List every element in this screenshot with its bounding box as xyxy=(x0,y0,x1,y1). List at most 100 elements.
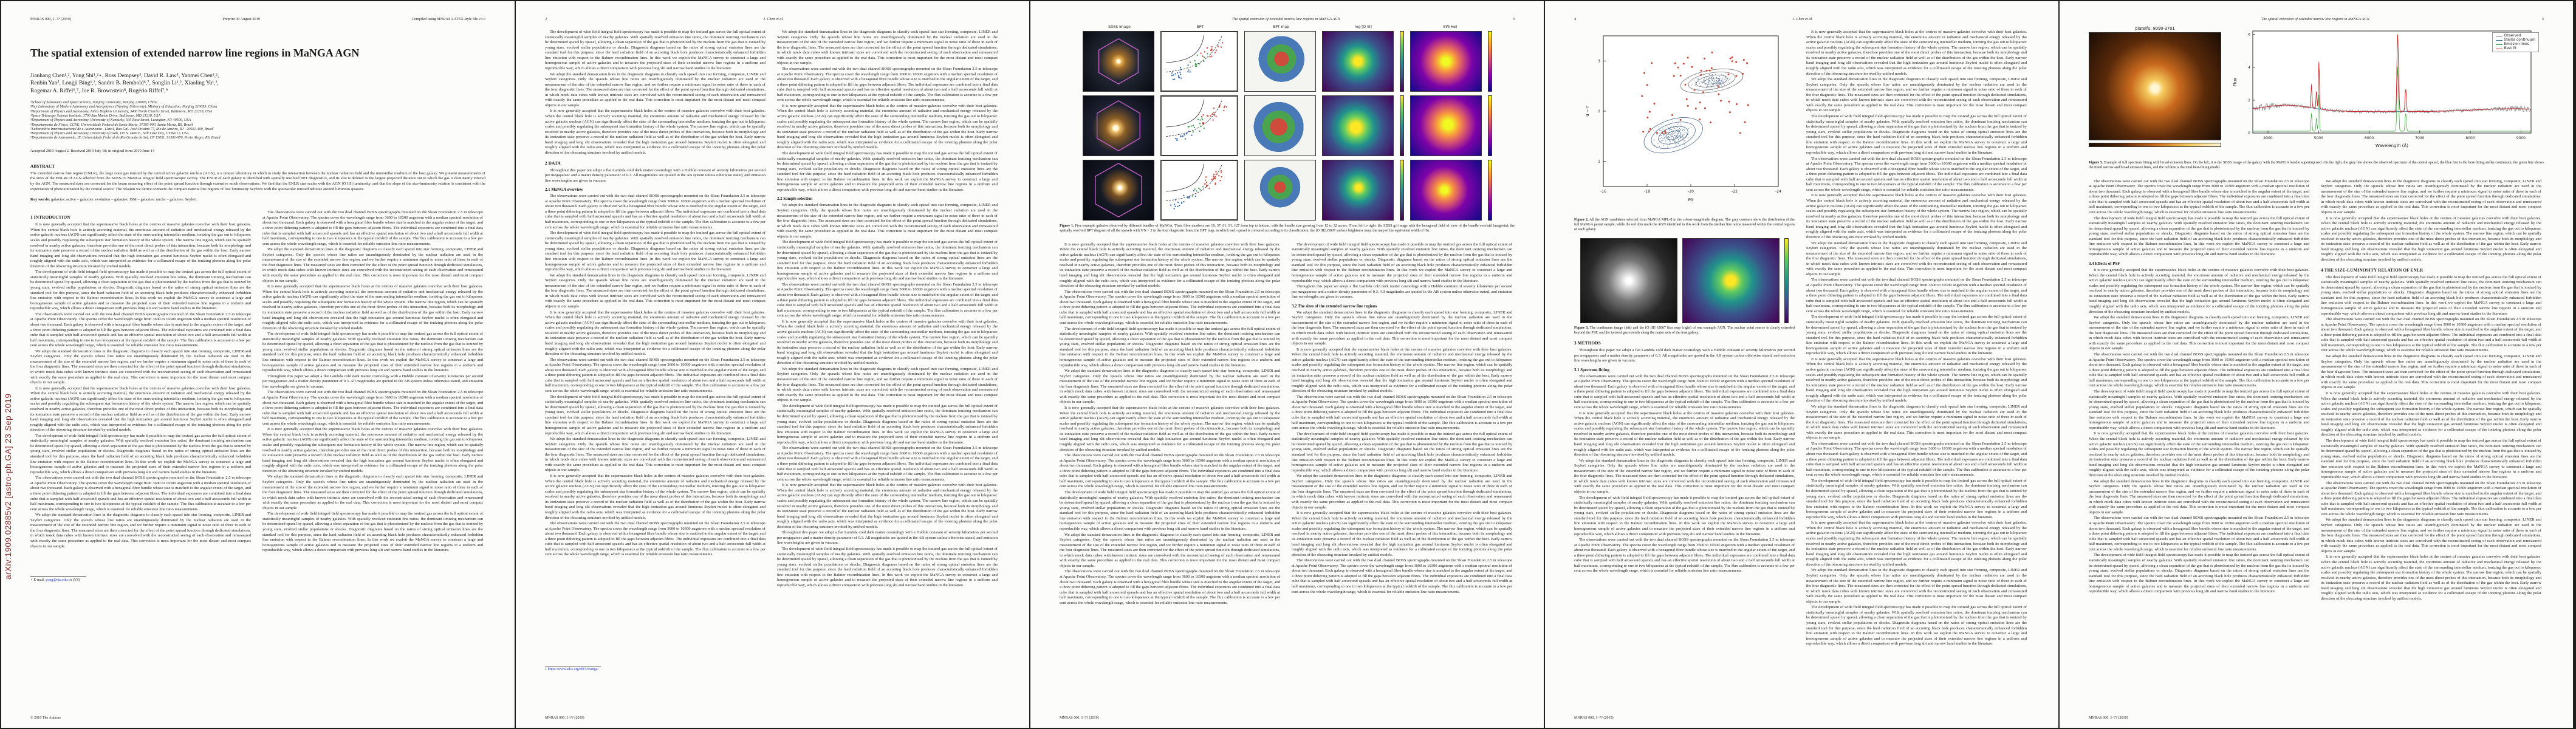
paragraph: The development of wide field integral f… xyxy=(1806,114,2027,155)
paragraph: We adopt the standard demarcation lines … xyxy=(777,30,998,66)
footnote-marker: ⋆ E-mail: xyxy=(30,578,46,583)
page2-header: 2 J. Chen et al. xyxy=(545,17,1000,21)
paragraph: We adopt the standard demarcation lines … xyxy=(2089,315,2309,351)
paragraph: The observations were carried out with t… xyxy=(1574,538,1795,573)
bpt-map-panel xyxy=(1244,31,1316,92)
bpt-diagram-panel xyxy=(1160,31,1238,92)
paragraph: The observations were carried out with t… xyxy=(1806,278,2027,313)
viridis-colorbar xyxy=(1784,238,1789,324)
svg-text:1: 1 xyxy=(1598,160,1600,164)
paragraph: We adopt the standard demarcation lines … xyxy=(262,474,483,510)
subsection-heading: 2.2 Sample selection xyxy=(777,197,813,202)
svg-text:4: 4 xyxy=(2248,66,2250,70)
figure-3: Figure 3. The continuum image (left) and… xyxy=(1574,238,1795,336)
paragraph: The observations were carried out with t… xyxy=(262,210,483,246)
paragraph: We adopt the standard demarcation lines … xyxy=(262,247,483,283)
paragraph: It is now generally accepted that the su… xyxy=(1060,242,1280,289)
continuum-image-panel xyxy=(1580,238,1677,324)
figure1-row xyxy=(1060,160,1515,221)
paragraph: The development of wide field integral f… xyxy=(777,403,998,445)
paragraph: The observations were carried out with t… xyxy=(777,282,998,318)
text-column: It is now generally accepted that the su… xyxy=(1060,242,1280,628)
subsection-heading: 3.2 The sizes of the extended narrow lin… xyxy=(1292,304,1377,309)
affiliation: ⁵Department of Physics and Astronomy, Un… xyxy=(30,118,191,123)
paragraph: It is now generally accepted that the su… xyxy=(1574,411,1795,457)
paragraph: The observations were carried out with t… xyxy=(2089,179,2309,214)
paragraph: We adopt the standard demarcation lines … xyxy=(2321,179,2541,214)
legend-entry: Best fit xyxy=(2495,47,2535,50)
svg-text:2: 2 xyxy=(2248,98,2250,103)
page5-footer: MNRAS 000, 1–?? (2019) xyxy=(2089,716,2128,720)
column-header: EW(Hα) xyxy=(1443,25,1458,29)
viridis-colorbar xyxy=(1399,95,1404,156)
text-column: We adopt the standard demarcation lines … xyxy=(2321,179,2541,673)
keywords-label: Key words: xyxy=(30,197,50,202)
paragraph: We adopt the standard demarcation lines … xyxy=(1292,310,1512,346)
legend-label: Emission lines xyxy=(2504,43,2529,46)
figure-5: plateifu: 8090-3701 4000 5000 6000 7000 8000… xyxy=(2089,26,2544,171)
section-heading: 3 METHODS xyxy=(1574,340,1601,346)
paragraph: The development of wide field integral f… xyxy=(1574,495,1795,536)
paragraph: The observations were carried out with t… xyxy=(545,521,766,557)
text-column: We adopt the standard demarcation lines … xyxy=(777,30,998,671)
figure1-caption: Figure 1. Five example galaxies observed… xyxy=(1060,224,1515,234)
bpt-map-panel xyxy=(1244,95,1316,156)
figure5-caption: Figure 5. Example of full spectrum fitti… xyxy=(2089,161,2544,171)
paragraph: The observations were carried out with t… xyxy=(262,390,483,426)
affiliation: ¹School of Astronomy and Space Science, … xyxy=(30,100,157,104)
svg-text:7000: 7000 xyxy=(2415,136,2424,140)
paragraph: It is now generally accepted that the su… xyxy=(1806,357,2027,403)
paragraph: The observations were carried out with t… xyxy=(30,312,251,348)
figure3-caption-text: The continuum image (left) and the [O II… xyxy=(1574,326,1795,335)
bpt-diagram-panel xyxy=(1160,95,1238,156)
paragraph: The development of wide field integral f… xyxy=(777,547,998,587)
page-4: 4 J. Chen et al. -16 -18 -20 -22 -24 1 2 3 Mr u −… xyxy=(1545,1,2058,728)
column-header: SDSS image xyxy=(1108,25,1131,29)
figure-1: SDSS image BPT BPT map log [O III] EW(Hα… xyxy=(1060,25,1515,234)
paragraph: It is now generally accepted that the su… xyxy=(777,319,998,366)
svg-text:3: 3 xyxy=(1598,59,1600,63)
paragraph: The observations were carried out with t… xyxy=(2089,352,2309,388)
page4-columns: -16 -18 -20 -22 -24 1 2 3 Mr u − r Figure 2. All … xyxy=(1574,30,2029,671)
paragraph: The development of wide field integral f… xyxy=(2089,553,2309,594)
ew-halpha-map-panel xyxy=(1410,31,1482,92)
arxiv-stamp: arXiv:1909.02885v2 [astro-ph.GA] 23 Sep … xyxy=(4,393,13,580)
url-link[interactable]: https://www.sdss.org/dr15/manga/ xyxy=(547,668,599,671)
paragraph: The development of wide field integral f… xyxy=(1060,490,1280,531)
paragraph: Throughout this paper we adopt a flat La… xyxy=(777,530,998,546)
paragraph: It is now generally accepted that the su… xyxy=(2089,431,2309,477)
section-heading: 2 DATA xyxy=(545,160,561,166)
page1-header: MNRAS 000, 1–?? (2019) Preprint 30 Augus… xyxy=(30,17,485,21)
svg-text:-16: -16 xyxy=(1600,190,1606,194)
paragraph: The observations were carried out with t… xyxy=(1060,289,1280,326)
figure5-image-block: plateifu: 8090-3701 xyxy=(2089,26,2221,147)
svg-text:6: 6 xyxy=(2248,33,2250,37)
footnote-suffix: (YS) xyxy=(72,578,80,583)
paragraph: The development of wide field integral f… xyxy=(545,394,766,436)
paragraph: The observations were carried out with t… xyxy=(777,446,998,482)
email-link[interactable]: yong@nju.edu.cn xyxy=(46,578,72,583)
paragraph: The development of wide field integral f… xyxy=(30,270,251,311)
figure2-caption: Figure 2. All the AGN candidates selecte… xyxy=(1574,218,1795,232)
emission-line-swatch xyxy=(2495,44,2502,45)
subsection-heading: 3.4 Effects of PSF xyxy=(2089,262,2120,267)
text-column: It is now generally accepted that the su… xyxy=(1806,30,2027,671)
svg-text:0: 0 xyxy=(2248,131,2250,135)
bundle-hexagon-overlay xyxy=(1096,100,1140,151)
paragraph: The observations were carried out with t… xyxy=(1060,453,1280,489)
paragraph: The development of wide field integral f… xyxy=(1292,242,1512,283)
page2-footer: MNRAS 000, 1–?? (2019) xyxy=(545,716,584,720)
plasma-colorbar xyxy=(1487,95,1492,156)
text-column: The development of wide field integral f… xyxy=(545,30,766,671)
paragraph: The development of wide field integral f… xyxy=(777,151,998,192)
color-magnitude-diagram: -16 -18 -20 -22 -24 1 2 3 Mr u − r xyxy=(1585,35,1781,202)
affiliation: ²Key Laboratory of Modern Astronomy and … xyxy=(30,105,218,109)
paragraph: It is now generally accepted that the su… xyxy=(1292,511,1512,557)
paragraph: It is now generally accepted that the su… xyxy=(262,284,483,330)
running-title: The spatial extension of extended narrow… xyxy=(1231,17,1340,21)
paragraph: The development of wide field integral f… xyxy=(1806,315,2027,356)
paragraph: It is now generally accepted that the su… xyxy=(1060,406,1280,452)
paragraph: It is now generally accepted that the su… xyxy=(1806,193,2027,239)
svg-text:Mr: Mr xyxy=(1688,197,1694,202)
subsection-heading: 2.1 MaNGA overview xyxy=(545,188,583,193)
